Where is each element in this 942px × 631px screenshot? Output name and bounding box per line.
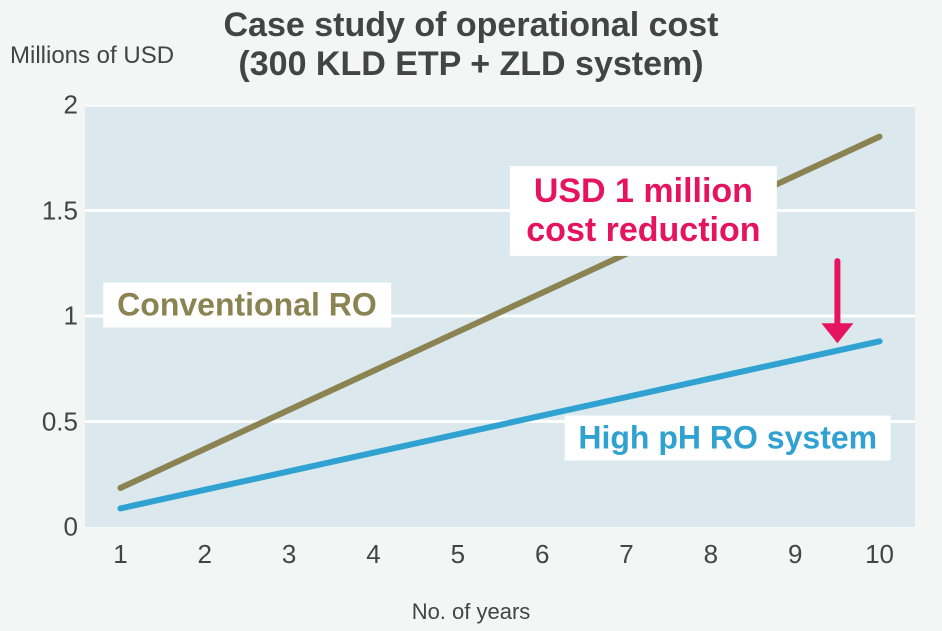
x-tick-label: 7 xyxy=(607,539,647,570)
y-axis-title: Millions of USD xyxy=(10,42,174,70)
y-tick-label: 0.5 xyxy=(18,406,78,437)
x-tick-label: 3 xyxy=(269,539,309,570)
y-tick-label: 1 xyxy=(18,301,78,332)
y-tick-label: 1.5 xyxy=(18,195,78,226)
x-tick-label: 2 xyxy=(185,539,225,570)
series-label: High pH RO system xyxy=(564,416,891,461)
annotation-line1: USD 1 million xyxy=(526,171,760,210)
x-tick-label: 1 xyxy=(100,539,140,570)
x-tick-label: 4 xyxy=(353,539,393,570)
y-tick-label: 0 xyxy=(18,512,78,543)
series-label: Conventional RO xyxy=(103,283,391,328)
x-tick-label: 6 xyxy=(522,539,562,570)
chart-container: Case study of operational cost (300 KLD … xyxy=(0,0,942,631)
x-tick-label: 10 xyxy=(860,539,900,570)
x-tick-label: 9 xyxy=(775,539,815,570)
y-tick-label: 2 xyxy=(18,90,78,121)
annotation-line2: cost reduction xyxy=(526,211,760,250)
x-tick-label: 5 xyxy=(438,539,478,570)
x-axis-title: No. of years xyxy=(0,599,942,625)
x-tick-label: 8 xyxy=(691,539,731,570)
cost-reduction-annotation: USD 1 millioncost reduction xyxy=(510,165,776,255)
chart-title-line1: Case study of operational cost xyxy=(0,6,942,45)
